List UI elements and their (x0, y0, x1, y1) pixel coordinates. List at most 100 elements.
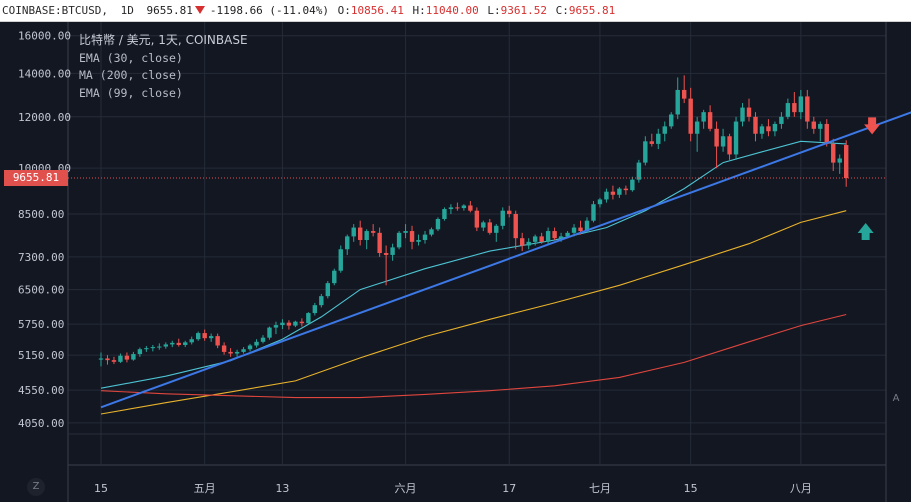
auto-scale-button[interactable]: A (892, 393, 900, 404)
candle-body (714, 128, 719, 147)
legend-ema30[interactable]: EMA (30, close) (79, 50, 183, 65)
y-tick-label: 12000.00 (18, 111, 71, 124)
candle-body (792, 103, 797, 113)
candle (759, 123, 765, 139)
trendline-layer (100, 111, 911, 409)
candle (636, 159, 642, 183)
candle (675, 77, 680, 120)
candle-body (383, 253, 389, 255)
candle (390, 243, 395, 261)
candle (474, 207, 480, 232)
candle-body (675, 89, 680, 115)
candle-body (247, 345, 253, 350)
candle (656, 128, 661, 150)
candle (746, 98, 752, 122)
candle (228, 348, 233, 357)
candle (332, 268, 337, 286)
y-tick-label: 4050.00 (18, 417, 64, 430)
price-chart[interactable]: 4050.00 4550.00 5150.00 5750.00 6500.00 7300.… (0, 22, 911, 502)
candle-body (844, 145, 849, 179)
legend-ma200[interactable]: MA (200, close) (79, 68, 183, 82)
candle (669, 112, 674, 129)
candle-body (170, 342, 175, 345)
candle-body (837, 158, 842, 163)
candle (435, 217, 441, 232)
candle (831, 138, 836, 172)
candle (545, 227, 551, 246)
symbol-label[interactable]: COINBASE:BTCUSD, (2, 4, 108, 17)
candle-body (481, 222, 486, 228)
interval-label[interactable]: 1D (120, 4, 134, 17)
ohlc-header: COINBASE:BTCUSD, 1D 9655.81 -1198.66 (-11… (0, 0, 911, 22)
candle (461, 204, 467, 211)
y-tick-label: 6500.00 (18, 284, 64, 297)
candle-body (390, 247, 395, 255)
y-tick-label: 4550.00 (18, 384, 64, 397)
x-tick-label: 15 (684, 482, 698, 495)
y-tick-label: 14000.00 (18, 67, 71, 80)
annotations (857, 117, 881, 241)
candle (98, 352, 104, 367)
candle (494, 224, 499, 242)
candle (234, 349, 240, 357)
candle (520, 232, 525, 252)
x-tick-label: 五月 (194, 482, 216, 495)
candle (481, 220, 486, 232)
candle-body (332, 270, 337, 284)
candle (105, 355, 110, 365)
candle-body (643, 141, 648, 163)
candle-body (403, 231, 408, 233)
candle-body (144, 348, 149, 350)
candle (682, 75, 687, 104)
candle (215, 333, 220, 349)
candle-body (487, 222, 492, 233)
candle-body (824, 123, 829, 144)
candle (422, 231, 428, 244)
candle (170, 340, 175, 348)
candle (131, 351, 136, 361)
candle-body (818, 123, 823, 129)
candle-body (558, 236, 564, 239)
candle (513, 210, 518, 250)
candle-body (273, 325, 279, 328)
candle-body (811, 121, 816, 129)
candle-body (630, 179, 635, 191)
candle-body (720, 136, 726, 147)
candle (280, 319, 285, 330)
zoom-button[interactable]: Z (27, 478, 45, 496)
candle (455, 202, 460, 211)
candle-body (656, 133, 661, 144)
candle (396, 231, 402, 250)
candle (338, 245, 343, 273)
candle-body (448, 207, 454, 210)
open-label: O: (337, 4, 351, 17)
candle-body (163, 344, 168, 347)
candle (811, 116, 816, 134)
candle (720, 128, 726, 152)
legend-symbol[interactable]: 比特幣 / 美元, 1天, COINBASE (79, 33, 248, 47)
candle-body (565, 232, 570, 237)
y-tick-label: 5750.00 (18, 318, 64, 331)
legend-ema99[interactable]: EMA (99, close) (79, 85, 183, 100)
candle (364, 229, 369, 250)
candle-body (701, 112, 706, 122)
candle (273, 321, 279, 335)
candle (150, 344, 156, 352)
candle-body (539, 236, 544, 242)
candle-body (157, 346, 162, 348)
candle (824, 119, 829, 147)
low-value: 9361.52 (500, 4, 547, 17)
candle-body (416, 240, 421, 242)
candle (707, 105, 713, 132)
candle-body (766, 126, 771, 132)
candle-body (669, 114, 674, 127)
candle (260, 335, 266, 344)
candle (416, 234, 421, 246)
candle-body (422, 234, 428, 241)
candle-body (604, 191, 609, 200)
candle (662, 121, 667, 142)
candle (183, 340, 188, 348)
candle (196, 331, 201, 341)
candle-body (571, 227, 577, 233)
candle-body (338, 249, 343, 271)
